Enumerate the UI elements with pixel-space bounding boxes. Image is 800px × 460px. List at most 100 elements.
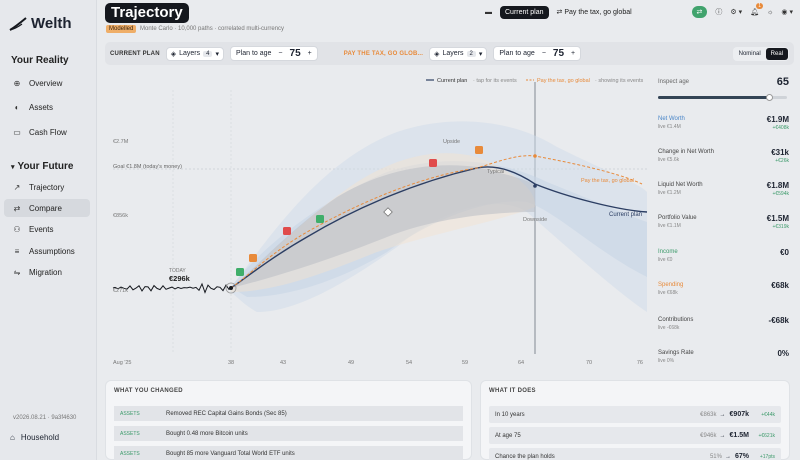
alt-plan-line[interactable]: [230, 155, 643, 289]
inspect-age-value: 65: [776, 76, 789, 88]
legend-current-label: Current plan: [437, 78, 467, 84]
event-marker-red[interactable]: [283, 227, 291, 235]
card-title: WHAT IT DOES: [489, 388, 536, 394]
bell-icon[interactable]: 🔔︎ 1: [750, 3, 763, 16]
current-plan-line[interactable]: [230, 166, 648, 289]
sidebar-item-label: Trajectory: [29, 182, 65, 192]
change-row[interactable]: ASSETS Bought 85 more Vanguard Total Worl…: [114, 446, 463, 460]
sidebar-item-assets[interactable]: ◐ Assets: [4, 98, 90, 116]
sidebar-item-cash-flow[interactable]: ▭ Cash Flow: [4, 123, 90, 141]
sidebar-item-compare[interactable]: ⇄ Compare: [4, 199, 90, 217]
change-text: Bought 0.48 more Bitcoin units: [166, 430, 248, 437]
slider-knob[interactable]: [765, 94, 773, 101]
layers-icon: ◈: [434, 50, 440, 58]
sun-icon[interactable]: ☼: [767, 8, 774, 16]
metric-row[interactable]: Savings Rate 0% live 0%: [658, 349, 789, 364]
metric-row[interactable]: Contributions -€68k live -€68k: [658, 316, 789, 331]
top-toolbar: ▬ Current plan ⇄ Pay the tax, go global …: [485, 3, 793, 21]
event-marker-red[interactable]: [429, 159, 437, 167]
typical-label: Typical: [487, 169, 504, 175]
inspect-age-slider[interactable]: [658, 94, 787, 101]
impact-from: €863k: [700, 411, 717, 418]
inspect-panel: Inspect age 65 Net Worth €1.9M live €1.4M +…: [655, 72, 791, 372]
arrow-right-icon: →: [719, 411, 726, 418]
trend-icon: ↗: [13, 182, 21, 192]
change-tag: ASSETS: [120, 430, 140, 437]
x-tick-label: 54: [406, 360, 412, 366]
sidebar-item-assumptions[interactable]: ≡ Assumptions: [4, 242, 90, 260]
goal-label: Goal €1.8M (today's money): [113, 164, 182, 170]
what-it-does-card: WHAT IT DOES In 10 years €863k → €907k +€44k…: [480, 380, 790, 460]
section-your-reality: Your Reality: [11, 55, 69, 66]
metric-row[interactable]: Change in Net Worth €31k live €5.6k +€26k: [658, 148, 789, 164]
info-icon[interactable]: ⓘ: [715, 9, 723, 16]
event-marker-green[interactable]: [236, 268, 244, 276]
metric-name: Net Worth: [658, 116, 685, 122]
event-markers[interactable]: [236, 146, 483, 276]
metric-row[interactable]: Liquid Net Worth €1.8M live €1.2M +€594k: [658, 181, 789, 197]
layers-count: 4: [203, 50, 213, 57]
current-end-label: Current plan: [609, 212, 642, 218]
plus-button[interactable]: +: [571, 50, 576, 57]
impact-delta: +€621k: [758, 432, 775, 439]
sidebar-item-label: Compare: [29, 203, 62, 213]
current-plan-button[interactable]: Current plan: [500, 5, 549, 19]
card-title: WHAT YOU CHANGED: [114, 388, 183, 394]
plan-age-stepper-alt[interactable]: Plan to age −75 +: [493, 46, 582, 61]
current-band: [231, 165, 535, 288]
metric-baseline: live €5.6k: [658, 157, 680, 163]
change-row[interactable]: ASSETS Removed REC Capital Gains Bonds (S…: [114, 406, 463, 421]
nominal-real-toggle[interactable]: Nominal Real: [732, 46, 789, 61]
settings-icon[interactable]: ⚙ ▾: [730, 9, 743, 16]
household-button[interactable]: ⌂ Household: [10, 433, 59, 442]
layers-dropdown-alt[interactable]: ◈ Layers 2 ▾: [429, 46, 488, 61]
sidebar-item-trajectory[interactable]: ↗ Trajectory: [4, 178, 90, 196]
sidebar-item-events[interactable]: ⚇ Events: [4, 220, 90, 238]
metric-row[interactable]: Net Worth €1.9M live €1.4M +€408k: [658, 115, 789, 131]
section-your-future[interactable]: ▾ Your Future: [11, 161, 73, 172]
x-axis-ticks: Aug '25 38 43 49 54 59 64 70 76: [113, 360, 643, 366]
x-tick-label: 43: [280, 360, 286, 366]
pay-tax-label: Pay the tax, go global: [564, 9, 632, 16]
layers-dropdown-current[interactable]: ◈ Layers 4 ▾: [165, 46, 224, 61]
impact-row: Chance the plan holds 51% → 67% +17pts: [489, 448, 781, 460]
nominal-option[interactable]: Nominal: [738, 50, 761, 57]
change-row[interactable]: ASSETS Bought 0.48 more Bitcoin units: [114, 426, 463, 441]
plan-age-stepper-current[interactable]: Plan to age −75 +: [230, 46, 318, 61]
avatar[interactable]: ◉ ▾: [781, 9, 793, 16]
cash-flow-icon: ▭: [13, 127, 21, 137]
arrow-right-icon: →: [719, 432, 726, 439]
version-text: v2026.08.21 · 9a3f4630: [13, 415, 77, 421]
inspect-dot-alt: [533, 154, 537, 158]
sync-toggle[interactable]: ⇄: [691, 6, 708, 18]
plus-button[interactable]: +: [307, 50, 312, 57]
event-marker-orange[interactable]: [475, 146, 483, 154]
metric-baseline: live -€68k: [658, 325, 680, 331]
display-icon[interactable]: ▬: [485, 8, 492, 16]
impact-to: 67%: [734, 453, 749, 460]
modelled-badge: Modelled: [106, 25, 137, 33]
event-marker-diamond[interactable]: [383, 207, 393, 217]
trajectory-chart[interactable]: Current plan · tap for its events Pay th…: [97, 72, 651, 372]
app-logo[interactable]: Welth: [9, 15, 72, 32]
metric-row[interactable]: Spending €68k live €68k: [658, 281, 789, 296]
event-marker-green[interactable]: [316, 215, 324, 223]
minus-button[interactable]: −: [541, 50, 546, 57]
legend: Current plan · tap for its events Pay th…: [426, 78, 644, 84]
pay-tax-plan-button[interactable]: ⇄ Pay the tax, go global: [557, 8, 632, 16]
today-marker[interactable]: [225, 282, 237, 294]
switch-icon: ⇄: [556, 9, 565, 16]
migration-icon: ⇋: [13, 267, 21, 277]
metric-row[interactable]: Income €0 live €0: [658, 248, 789, 263]
minus-button[interactable]: −: [278, 50, 283, 57]
plan-controls: CURRENT PLAN ◈ Layers 4 ▾ Plan to age −75 + P…: [105, 42, 794, 65]
metric-row[interactable]: Portfolio Value €1.5M live €1.1M +€319k: [658, 214, 789, 230]
real-option[interactable]: Real: [765, 47, 788, 60]
metric-name: Liquid Net Worth: [658, 182, 703, 188]
event-marker-orange[interactable]: [249, 254, 257, 262]
plan-to-age-label: Plan to age: [236, 50, 272, 57]
household-label: Household: [20, 433, 60, 442]
sidebar-item-overview[interactable]: ⊕ Overview: [4, 74, 90, 92]
sidebar-item-migration[interactable]: ⇋ Migration: [4, 263, 90, 281]
